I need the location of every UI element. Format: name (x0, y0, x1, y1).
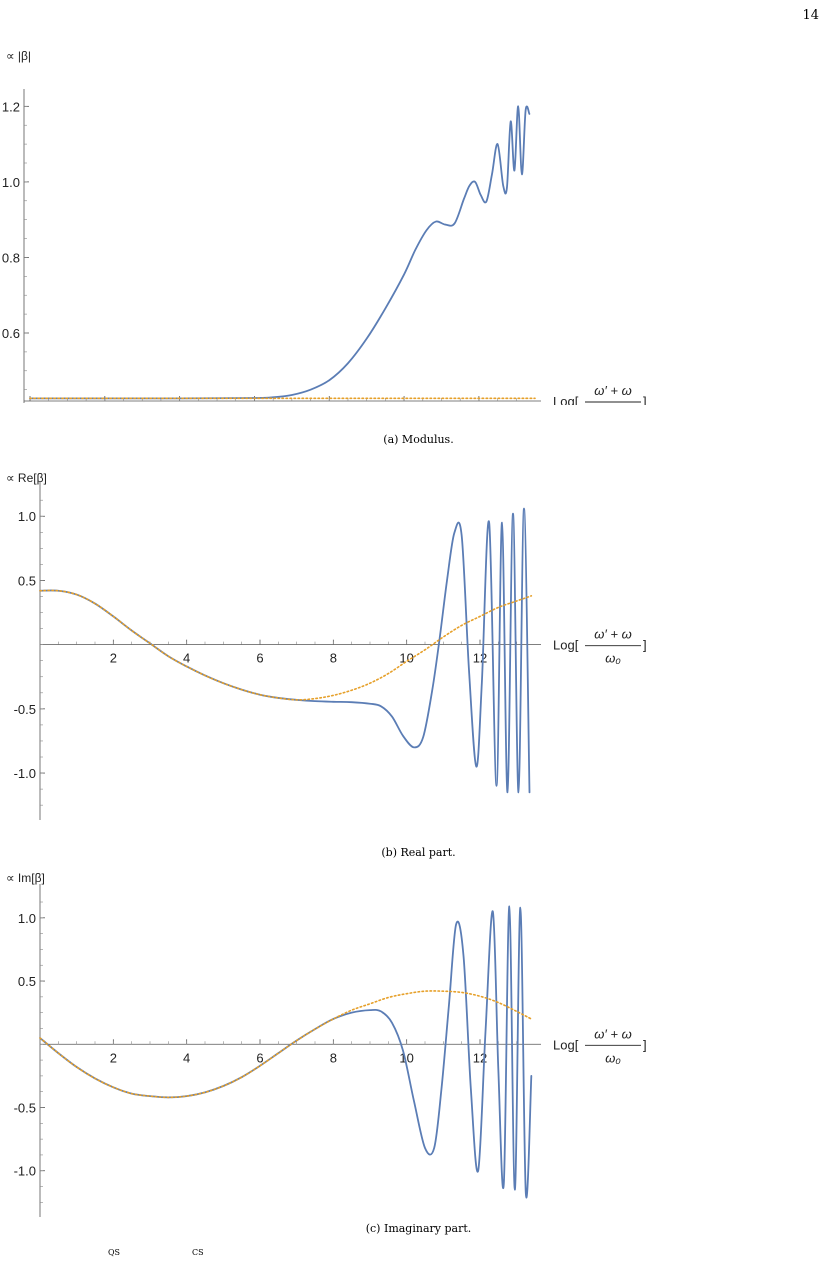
y-tick-label: -1.0 (14, 1164, 36, 1179)
x-axis-label-suffix: ] (643, 394, 647, 405)
x-tick-label: 6 (256, 1050, 263, 1065)
y-axis-label: ∝ Im[β] (6, 871, 45, 885)
x-axis-label-prefix: Log[ (553, 638, 579, 653)
x-tick-label: 2 (110, 651, 117, 666)
x-axis-label-denominator: ω₀ (605, 651, 621, 666)
x-axis-label-denominator: ω₀ (605, 1050, 621, 1065)
x-tick-label: 6 (256, 651, 263, 666)
imaginary-part-chart: -1.0-0.50.51.02 4 6 8 10 12∝ Im[β]Log[ω′ + ωω… (6, 871, 647, 1217)
y-axis-label: ∝ Re[β] (6, 471, 47, 485)
y-tick-label: 0.6 (2, 326, 20, 341)
y-tick-label: 0.5 (18, 974, 36, 989)
x-tick-label: 10 (399, 651, 413, 666)
y-tick-label: 1.0 (2, 175, 20, 190)
x-axis-label: Log[ ω′ + ω ω₀] (553, 1026, 647, 1065)
x-axis-label-prefix: Log[ (553, 1037, 579, 1052)
x-axis-label-prefix: Log[ (553, 394, 579, 405)
x-axis-label: Log[ω′ + ωω₀] (553, 383, 647, 405)
imaginary-part-caption: (c) Imaginary part. (365, 1222, 472, 1235)
modulus-caption: (a) Modulus. (383, 433, 454, 446)
footer-superscript-qs: QS (108, 1248, 121, 1257)
footer-superscript-cs: CS (192, 1248, 204, 1257)
y-tick-label: -0.5 (14, 702, 36, 717)
approximate-series-line (39, 990, 533, 1099)
exact-series-line (39, 905, 533, 1199)
modulus-chart-panel: 0.60.81.01.2024681012∝ |β|Log[ω′ + ωω₀] (0, 45, 837, 405)
y-tick-label: -0.5 (14, 1101, 36, 1116)
x-axis-label: Log[ ω′ + ω ω₀] (553, 627, 647, 666)
approximate-series-line (39, 589, 533, 701)
footer-fragment: QS CS (100, 1240, 740, 1265)
x-axis-label-numerator: ω′ + ω (594, 383, 632, 398)
y-tick-label: 0.5 (18, 573, 36, 588)
x-axis-label-suffix: ] (643, 638, 647, 653)
real-part-chart-panel: -1.0 -0.5 0.5 1.0 2 4 6 8 10 12 ∝ Re[β] Log[ ω′ + ω ω… (0, 470, 837, 830)
real-part-caption: (b) Real part. (381, 846, 456, 859)
modulus-chart: 0.60.81.01.2024681012∝ |β|Log[ω′ + ωω₀] (2, 49, 647, 405)
x-tick-label: 8 (330, 651, 337, 666)
y-axis-label: ∝ |β| (6, 49, 31, 63)
page-number: 14 (802, 8, 819, 23)
x-tick-label: 4 (183, 651, 190, 666)
x-tick-label: 8 (330, 1050, 337, 1065)
x-tick-label: 12 (473, 651, 487, 666)
y-tick-label: 1.0 (18, 509, 36, 524)
x-tick-label: 2 (110, 1050, 117, 1065)
x-axis-label-numerator: ω′ + ω (594, 1026, 632, 1041)
y-tick-label: 0.8 (2, 250, 20, 265)
x-axis-label-suffix: ] (643, 1037, 647, 1052)
x-axis-label-numerator: ω′ + ω (594, 627, 632, 642)
exact-series-line (29, 105, 531, 400)
y-tick-label: 1.2 (2, 99, 20, 114)
y-tick-label: -1.0 (14, 766, 36, 781)
y-tick-label: 1.0 (18, 911, 36, 926)
x-tick-label: 4 (183, 1050, 190, 1065)
real-part-chart: -1.0 -0.5 0.5 1.0 2 4 6 8 10 12 ∝ Re[β] Log[ ω′ + ω ω… (6, 471, 647, 820)
